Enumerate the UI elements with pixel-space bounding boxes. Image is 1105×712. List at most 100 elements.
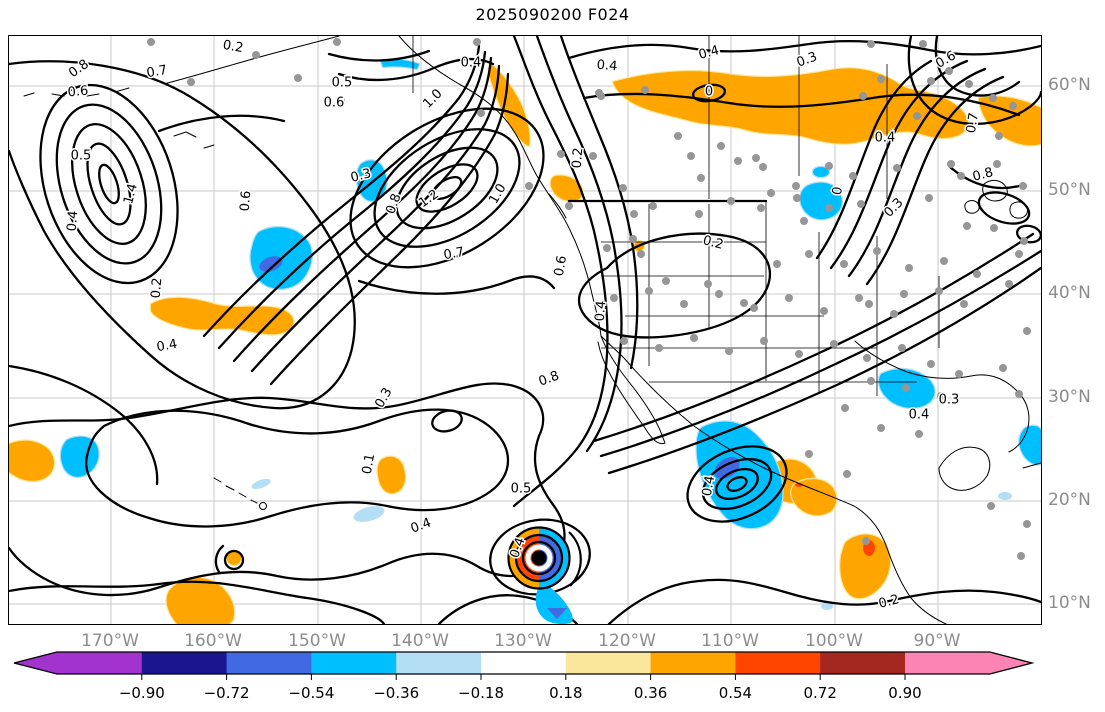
station-dot bbox=[820, 307, 828, 315]
station-dot bbox=[680, 300, 688, 308]
station-dot bbox=[750, 304, 758, 312]
plot-title: 2025090200 F024 bbox=[475, 5, 630, 24]
contour-label: 0.5 bbox=[71, 149, 92, 164]
contour-label: 0.6 bbox=[552, 255, 570, 278]
station-dot bbox=[919, 40, 927, 48]
lon-tick-label: 130°W bbox=[494, 631, 552, 651]
station-dot bbox=[734, 157, 742, 165]
station-dot bbox=[1017, 552, 1025, 560]
station-dot bbox=[843, 470, 851, 478]
station-dot bbox=[740, 299, 748, 307]
station-dot bbox=[619, 184, 627, 192]
colorbar-tick-label: 0.72 bbox=[803, 684, 836, 702]
lon-tick-label: 170°W bbox=[81, 631, 139, 651]
colorbar-tick-label: −0.36 bbox=[373, 684, 419, 702]
colorbar-segment bbox=[820, 652, 906, 674]
colorbar-segment bbox=[905, 652, 991, 674]
station-dot bbox=[785, 294, 793, 302]
station-dot bbox=[767, 189, 775, 197]
station-dot bbox=[989, 94, 997, 102]
station-dot bbox=[637, 250, 645, 258]
station-dot bbox=[830, 340, 838, 348]
contour-label: 0.4 bbox=[409, 515, 434, 536]
station-dot bbox=[840, 260, 848, 268]
station-dot bbox=[849, 172, 857, 180]
colorbar-extend-left bbox=[14, 652, 57, 674]
lon-tick-label: 140°W bbox=[391, 631, 449, 651]
contour-label: 0.2 bbox=[877, 592, 901, 612]
station-dot bbox=[147, 38, 155, 46]
contour-label: 0.3 bbox=[795, 49, 820, 70]
station-dot bbox=[945, 67, 953, 75]
lon-tick-label: 160°W bbox=[184, 631, 242, 651]
contour-label: 0.2 bbox=[149, 277, 166, 299]
station-dot bbox=[800, 217, 808, 225]
colorbar-tick-label: 0.54 bbox=[719, 684, 752, 702]
station-dot bbox=[805, 250, 813, 258]
colorbar-extend-right bbox=[989, 652, 1032, 674]
colorbar: −0.90 −0.72 −0.54 −0.36 −0.18 0.18 0.36 0.54 0.7… bbox=[13, 651, 1035, 702]
colorbar-segment bbox=[650, 652, 736, 674]
station-dot bbox=[859, 92, 867, 100]
station-dot bbox=[610, 294, 618, 302]
contour-label: 0.4 bbox=[156, 337, 179, 355]
station-dot bbox=[704, 280, 712, 288]
colorbar-segment bbox=[311, 652, 397, 674]
station-dot bbox=[603, 244, 611, 252]
colorbar-segment bbox=[396, 652, 482, 674]
colorbar-segment bbox=[226, 652, 312, 674]
station-dot bbox=[473, 38, 481, 46]
cyclone-center-dot bbox=[531, 550, 547, 566]
station-dot bbox=[589, 152, 597, 160]
colorbar-tick-label: −0.72 bbox=[204, 684, 250, 702]
station-dot bbox=[927, 77, 935, 85]
contour-label: 1.0 bbox=[420, 86, 445, 111]
station-dot bbox=[935, 287, 943, 295]
station-dot bbox=[925, 194, 933, 202]
station-dot bbox=[655, 344, 663, 352]
station-dot bbox=[337, 96, 345, 104]
map-plot-area: 0.8 0.6 0.7 0.2 0.5 0.6 0.4 0.4 0.4 0.3 0 0.6 0.7 0.4… bbox=[8, 35, 1042, 625]
station-dot bbox=[662, 277, 670, 285]
colorbar-tick-label: −0.90 bbox=[119, 684, 165, 702]
station-dot bbox=[898, 344, 906, 352]
station-dot bbox=[900, 290, 908, 298]
contour-label: 0.4 bbox=[593, 300, 610, 322]
station-dot bbox=[947, 160, 955, 168]
station-dot bbox=[674, 132, 682, 140]
station-dot bbox=[877, 424, 885, 432]
station-dots bbox=[147, 38, 1031, 560]
station-dot bbox=[893, 164, 901, 172]
station-dot bbox=[877, 75, 885, 83]
station-dot bbox=[993, 160, 1001, 168]
station-dot bbox=[1015, 390, 1023, 398]
station-dot bbox=[857, 200, 865, 208]
station-dot bbox=[902, 384, 910, 392]
lon-tick-label: 150°W bbox=[288, 631, 346, 651]
lon-tick-label: 120°W bbox=[598, 631, 656, 651]
station-dot bbox=[905, 264, 913, 272]
station-dot bbox=[1020, 237, 1028, 245]
station-dot bbox=[825, 162, 833, 170]
lat-tick-label: 10°N bbox=[1048, 593, 1091, 613]
colorbar-tick-label: −0.18 bbox=[458, 684, 504, 702]
contour-label: 0.7 bbox=[443, 245, 466, 263]
colorbar-tick-label: 0.90 bbox=[888, 684, 921, 702]
lat-tick-label: 20°N bbox=[1048, 490, 1091, 510]
station-dot bbox=[629, 235, 637, 243]
station-dot bbox=[862, 537, 870, 545]
station-dot bbox=[333, 38, 341, 46]
contour-label: 0.4 bbox=[461, 56, 482, 71]
station-dot bbox=[940, 257, 948, 265]
station-dot bbox=[1019, 182, 1027, 190]
station-dot bbox=[759, 163, 767, 171]
contour-label: 0.2 bbox=[570, 147, 587, 169]
contour-label: 0.6 bbox=[324, 96, 345, 111]
station-dot bbox=[855, 294, 863, 302]
station-dot bbox=[960, 300, 968, 308]
contour-label: 0.8 bbox=[537, 368, 562, 389]
contour-label: 0.6 bbox=[238, 190, 255, 212]
colorbar-ticks: −0.90 −0.72 −0.54 −0.36 −0.18 0.18 0.36 0.54 0.7… bbox=[119, 674, 922, 702]
station-dot bbox=[867, 377, 875, 385]
